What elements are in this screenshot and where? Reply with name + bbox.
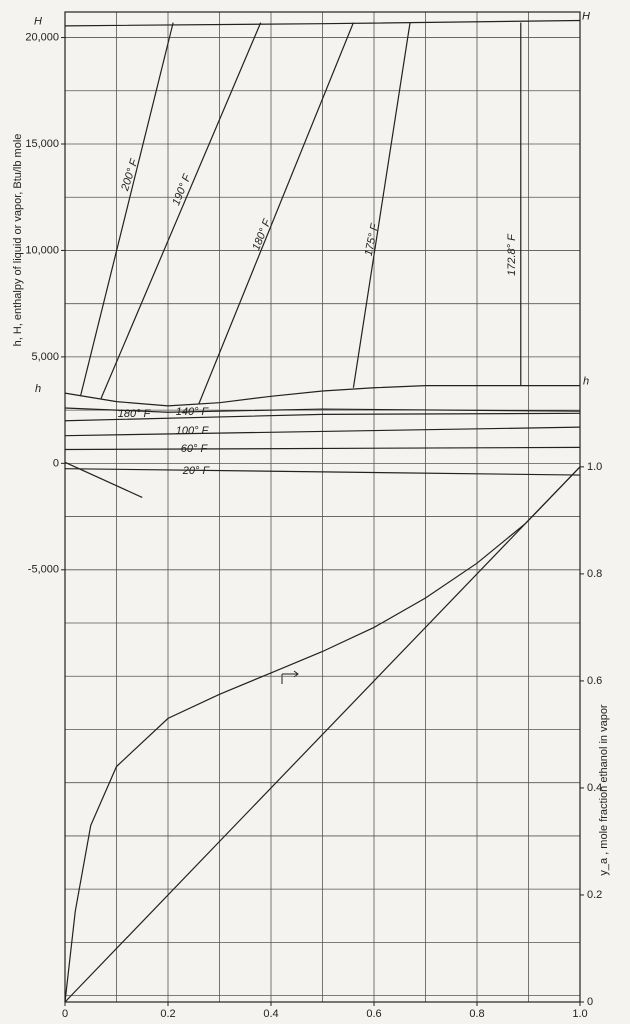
curve — [79, 22, 174, 397]
y2-tick-label: 0.6 — [587, 675, 602, 687]
arrow — [281, 670, 299, 684]
y2-tick-label: 0.8 — [587, 568, 602, 580]
curve-label: h — [35, 383, 41, 395]
x-tick-label: 0.6 — [366, 1008, 381, 1020]
curve — [100, 22, 262, 399]
curve-label: 172.8° F — [506, 233, 518, 276]
y2-tick-label: 0 — [587, 996, 593, 1008]
y-tick-label: 5,000 — [31, 351, 59, 363]
curve — [64, 466, 581, 1003]
curve — [64, 446, 581, 451]
x-tick-label: 0 — [62, 1008, 68, 1020]
y-axis-title: h, H, enthalpy of liquid or vapor, Btu/l… — [12, 134, 24, 347]
x-tick-label: 0.4 — [263, 1008, 278, 1020]
y-tick-label: 0 — [53, 457, 59, 469]
curve — [198, 22, 354, 404]
curve — [64, 466, 581, 1003]
curve — [64, 385, 580, 407]
curve-label: 60° F — [181, 443, 209, 455]
y2-axis-title: y_a , mole fraction ethanol in vapor — [598, 704, 610, 876]
curve-label: 20° F — [182, 465, 211, 477]
curve — [64, 412, 581, 422]
y-tick-label: 20,000 — [25, 31, 59, 43]
curve — [64, 468, 581, 476]
x-tick-label: 0.8 — [469, 1008, 484, 1020]
y2-tick-label: 0.4 — [587, 782, 602, 794]
y2-tick-label: 0.2 — [587, 889, 602, 901]
y-tick-label: 15,000 — [25, 138, 59, 150]
curve-label: 175° F — [363, 222, 382, 258]
curve-label: H — [582, 10, 590, 22]
curve-label: 140° F — [176, 406, 210, 418]
plot-frame — [64, 11, 581, 1003]
x-tick-label: 1.0 — [572, 1008, 587, 1020]
curve — [64, 461, 143, 498]
curve — [64, 426, 581, 437]
curve-label: 200° F — [119, 156, 141, 193]
curve-label: 100° F — [176, 425, 210, 437]
x-tick-label: 0.2 — [160, 1008, 175, 1020]
y2-tick-label: 1.0 — [587, 461, 602, 473]
curve-label: 180° F — [250, 216, 274, 252]
curve — [352, 22, 411, 388]
y-tick-label: -5,000 — [28, 564, 59, 576]
curve — [64, 407, 581, 413]
curve-label: 180° F — [118, 408, 152, 420]
curve — [64, 19, 581, 27]
y-tick-label: 10,000 — [25, 244, 59, 256]
curve-label: H — [34, 16, 42, 28]
curve-label: h — [583, 376, 589, 388]
